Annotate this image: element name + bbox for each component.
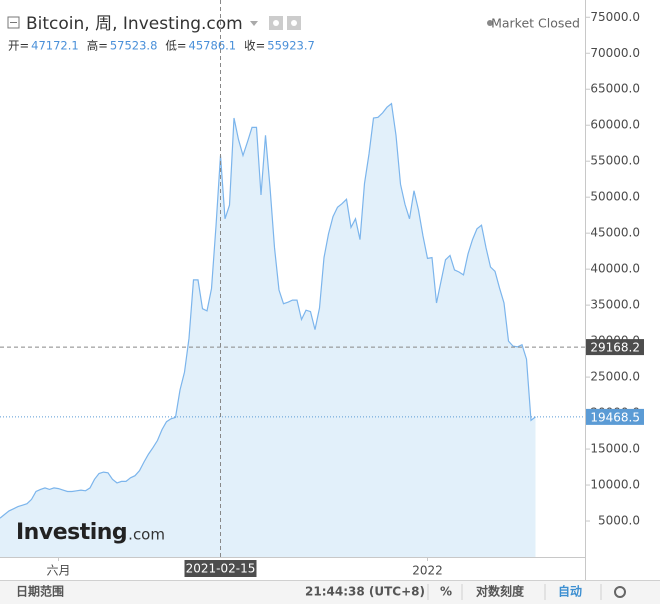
collapse-icon[interactable] bbox=[7, 16, 20, 29]
ohlc-name: 收= bbox=[244, 39, 265, 53]
crosshair-price-box bbox=[586, 339, 644, 356]
market-status: Market Closed bbox=[491, 16, 580, 31]
toolbar-item[interactable]: 对数刻度 bbox=[476, 584, 525, 599]
crosshair-date-box bbox=[184, 560, 257, 577]
y-tick-label: 10000.0 bbox=[590, 478, 640, 492]
ohlc-value: 45786.1 bbox=[189, 39, 237, 53]
crosshair-price-label: 29168.2 bbox=[590, 341, 640, 355]
ohlc-name: 开= bbox=[8, 39, 29, 53]
gear-icon[interactable] bbox=[614, 586, 626, 598]
logo: Investing bbox=[16, 520, 127, 545]
last-price-label: 19468.5 bbox=[590, 410, 640, 424]
toolbar-item: 21:44:38 (UTC+8) bbox=[305, 585, 425, 599]
y-tick-label: 35000.0 bbox=[590, 298, 640, 312]
x-tick-label: 2022 bbox=[412, 564, 443, 578]
dropdown-arrow[interactable] bbox=[250, 21, 258, 26]
y-tick-label: 60000.0 bbox=[590, 118, 640, 132]
area-fill bbox=[0, 103, 536, 557]
y-tick-label: 15000.0 bbox=[590, 442, 640, 456]
y-tick-label: 75000.0 bbox=[590, 10, 640, 24]
ohlc-value: 55923.7 bbox=[267, 39, 315, 53]
toolbar-item[interactable]: % bbox=[440, 585, 452, 599]
toolbar bbox=[0, 580, 660, 604]
toolbar-item[interactable]: 日期范围 bbox=[16, 584, 64, 599]
last-price-box bbox=[586, 408, 644, 425]
y-tick-label: 50000.0 bbox=[590, 190, 640, 204]
y-tick-label: 70000.0 bbox=[590, 46, 640, 60]
chart-title: Bitcoin, 周, Investing.com bbox=[26, 14, 243, 34]
y-tick-label: 55000.0 bbox=[590, 154, 640, 168]
y-tick-label: 40000.0 bbox=[590, 262, 640, 276]
ohlc-value: 57523.8 bbox=[110, 39, 158, 53]
logo-suffix: .com bbox=[128, 526, 165, 544]
settings-icon-dot bbox=[291, 20, 297, 26]
price-line bbox=[0, 102, 536, 519]
y-tick-label: 45000.0 bbox=[590, 226, 640, 240]
visibility-icon-dot bbox=[273, 20, 279, 26]
toolbar-item[interactable]: 自动 bbox=[558, 584, 582, 599]
y-tick-label: 5000.0 bbox=[598, 514, 640, 528]
y-tick-label: 25000.0 bbox=[590, 370, 640, 384]
ohlc-name: 低= bbox=[165, 39, 186, 53]
ohlc-name: 高= bbox=[87, 39, 108, 53]
y-tick-label: 65000.0 bbox=[590, 82, 640, 96]
crosshair-date-label: 2021-02-15 bbox=[186, 562, 256, 576]
ohlc-value: 47172.1 bbox=[31, 39, 79, 53]
x-tick-label: 六月 bbox=[46, 564, 70, 578]
status-dot bbox=[487, 20, 493, 26]
